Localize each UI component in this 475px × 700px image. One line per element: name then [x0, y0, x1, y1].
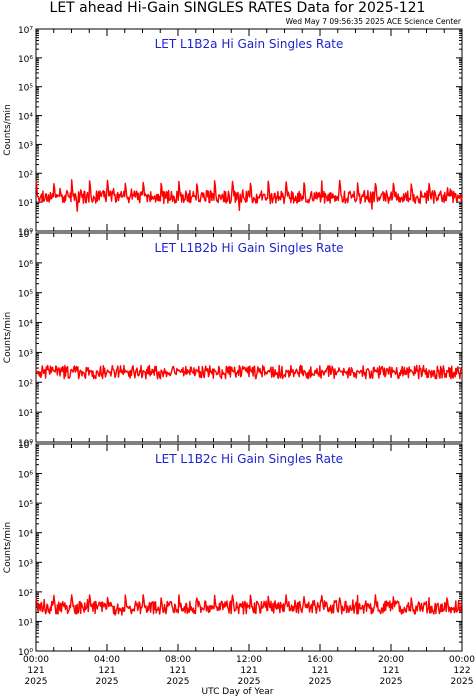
y-tick-label: 10⁴ — [18, 113, 33, 123]
chart-panel-2: 10⁰ 10¹ 10² 10³ 10⁴ 10⁵ 10⁶ 10⁷ Counts/min LET L1… — [3, 230, 463, 449]
panel-title: LET L1B2c Hi Gain Singles Rate — [155, 452, 343, 466]
x-tick-label: 2025 — [451, 677, 474, 687]
timestamp: Wed May 7 09:56:35 2025 ACE Science Cent… — [285, 17, 461, 26]
series-line — [35, 364, 463, 380]
y-tick-label: 10¹ — [18, 199, 33, 209]
x-tick-label: 08:00 — [165, 655, 191, 665]
x-tick-label: 2025 — [167, 677, 190, 687]
page-title: LET ahead Hi-Gain SINGLES RATES Data for… — [49, 0, 426, 16]
x-tick-label: 04:00 — [94, 655, 120, 665]
y-tick-label: 10⁵ — [18, 290, 33, 300]
y-tick-label: 10³ — [18, 349, 33, 359]
y-tick-label: 10³ — [18, 141, 33, 151]
x-tick-label: 2025 — [309, 677, 332, 687]
y-tick-label: 10⁶ — [18, 55, 33, 65]
chart-panel-3: 10⁰10¹10²10³10⁴10⁵10⁶10⁷00:00121202504:0… — [3, 441, 475, 687]
x-tick-label: 12:00 — [236, 655, 262, 665]
x-tick-label: 121 — [240, 666, 257, 676]
y-tick-label: 10² — [18, 170, 33, 180]
x-tick-label: 121 — [98, 666, 115, 676]
panel-title: LET L1B2b Hi Gain Singles Rate — [154, 241, 343, 255]
y-tick-label: 10⁷ — [18, 230, 33, 240]
y-tick-label: 10⁶ — [18, 260, 33, 270]
x-tick-label: 2025 — [380, 677, 403, 687]
x-tick-label: 121 — [382, 666, 399, 676]
y-tick-label: 10⁰ — [18, 648, 33, 658]
x-tick-label: 00:00 — [449, 655, 475, 665]
plot-frame — [35, 232, 463, 443]
x-tick-label: 16:00 — [307, 655, 333, 665]
y-tick-label: 10⁴ — [18, 320, 33, 330]
x-axis-label: UTC Day of Year — [201, 687, 274, 697]
x-tick-label: 2025 — [25, 677, 48, 687]
y-tick-label: 10¹ — [18, 618, 33, 628]
series-line — [35, 594, 463, 616]
x-tick-label: 121 — [169, 666, 186, 676]
x-tick-label: 20:00 — [378, 655, 404, 665]
y-tick-label: 10² — [18, 379, 33, 389]
chart-panel-1: 10⁰ 10¹ 10² 10³ 10⁴ 10⁵ 10⁶ 10⁷ Counts/min LET L1… — [3, 26, 463, 238]
x-tick-label: 2025 — [238, 677, 261, 687]
y-tick-label: 10⁷ — [18, 441, 33, 451]
y-tick-label: 10¹ — [18, 409, 33, 419]
x-tick-label: 122 — [453, 666, 470, 676]
y-tick-label: 10³ — [18, 559, 33, 569]
panel-title: LET L1B2a Hi Gain Singles Rate — [155, 37, 344, 51]
y-axis-label: Counts/min — [3, 522, 13, 573]
x-tick-label: 00:00 — [23, 655, 49, 665]
y-tick-label: 10⁶ — [18, 471, 33, 481]
y-tick-label: 10² — [18, 589, 33, 599]
y-tick-label: 10⁵ — [18, 84, 33, 94]
x-tick-label: 121 — [311, 666, 328, 676]
y-tick-label: 10⁵ — [18, 500, 33, 510]
plot-frame — [35, 443, 463, 652]
y-axis-label: Counts/min — [3, 312, 13, 363]
y-tick-label: 10⁴ — [18, 530, 33, 540]
y-tick-label: 10⁰ — [18, 228, 33, 238]
y-axis-label: Counts/min — [3, 104, 13, 155]
series-line — [35, 179, 463, 212]
y-tick-label: 10⁰ — [18, 439, 33, 449]
x-tick-label: 121 — [27, 666, 44, 676]
y-tick-label: 10⁷ — [18, 26, 33, 36]
x-tick-label: 2025 — [96, 677, 119, 687]
